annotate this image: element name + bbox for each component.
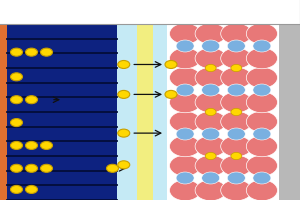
Circle shape — [227, 128, 245, 140]
Circle shape — [221, 155, 252, 176]
Circle shape — [165, 90, 177, 98]
Circle shape — [26, 141, 38, 149]
Circle shape — [205, 64, 216, 72]
Circle shape — [246, 136, 278, 157]
Circle shape — [106, 164, 119, 172]
Circle shape — [26, 96, 38, 104]
Circle shape — [11, 96, 22, 104]
Circle shape — [221, 136, 252, 157]
Circle shape — [169, 136, 201, 157]
Circle shape — [246, 155, 278, 176]
Circle shape — [202, 84, 220, 96]
Circle shape — [26, 164, 38, 172]
Bar — [167, 24, 279, 200]
Circle shape — [221, 92, 252, 113]
Bar — [0, 24, 117, 200]
Circle shape — [227, 40, 245, 52]
Circle shape — [11, 141, 22, 149]
Circle shape — [253, 128, 271, 140]
Circle shape — [169, 180, 201, 200]
Circle shape — [40, 48, 52, 56]
Circle shape — [227, 172, 245, 184]
Circle shape — [202, 40, 220, 52]
Circle shape — [221, 23, 252, 44]
Circle shape — [165, 60, 177, 68]
Circle shape — [202, 172, 220, 184]
Circle shape — [205, 108, 216, 116]
Circle shape — [11, 119, 22, 127]
Circle shape — [221, 48, 252, 69]
Bar — [0, 0, 300, 24]
Circle shape — [195, 155, 226, 176]
Circle shape — [11, 48, 22, 56]
Circle shape — [40, 141, 52, 149]
Circle shape — [169, 48, 201, 69]
Circle shape — [176, 172, 194, 184]
Circle shape — [253, 84, 271, 96]
Circle shape — [176, 128, 194, 140]
Circle shape — [195, 180, 226, 200]
Circle shape — [40, 164, 52, 172]
Circle shape — [118, 60, 130, 68]
Circle shape — [169, 23, 201, 44]
Circle shape — [26, 185, 38, 193]
Circle shape — [26, 48, 38, 56]
Bar — [0, 24, 7, 200]
Circle shape — [176, 84, 194, 96]
Circle shape — [246, 92, 278, 113]
Bar — [117, 24, 166, 200]
Circle shape — [176, 40, 194, 52]
Circle shape — [195, 48, 226, 69]
Circle shape — [169, 67, 201, 88]
Circle shape — [231, 152, 242, 160]
Circle shape — [246, 48, 278, 69]
Bar — [136, 24, 153, 200]
Circle shape — [246, 23, 278, 44]
Circle shape — [231, 108, 242, 116]
Circle shape — [169, 155, 201, 176]
Circle shape — [221, 111, 252, 132]
Circle shape — [246, 111, 278, 132]
Circle shape — [11, 185, 22, 193]
Circle shape — [169, 111, 201, 132]
Circle shape — [195, 92, 226, 113]
Circle shape — [231, 64, 242, 72]
Circle shape — [253, 40, 271, 52]
Circle shape — [11, 164, 22, 172]
Circle shape — [246, 67, 278, 88]
Circle shape — [195, 111, 226, 132]
Circle shape — [195, 23, 226, 44]
Circle shape — [227, 84, 245, 96]
Circle shape — [195, 136, 226, 157]
Circle shape — [221, 180, 252, 200]
Circle shape — [246, 180, 278, 200]
Circle shape — [202, 128, 220, 140]
Circle shape — [221, 67, 252, 88]
Circle shape — [253, 172, 271, 184]
Circle shape — [195, 67, 226, 88]
Bar — [279, 24, 300, 200]
Circle shape — [118, 161, 130, 169]
Circle shape — [169, 92, 201, 113]
Circle shape — [205, 152, 216, 160]
Circle shape — [118, 90, 130, 98]
Circle shape — [11, 73, 22, 81]
Circle shape — [118, 129, 130, 137]
